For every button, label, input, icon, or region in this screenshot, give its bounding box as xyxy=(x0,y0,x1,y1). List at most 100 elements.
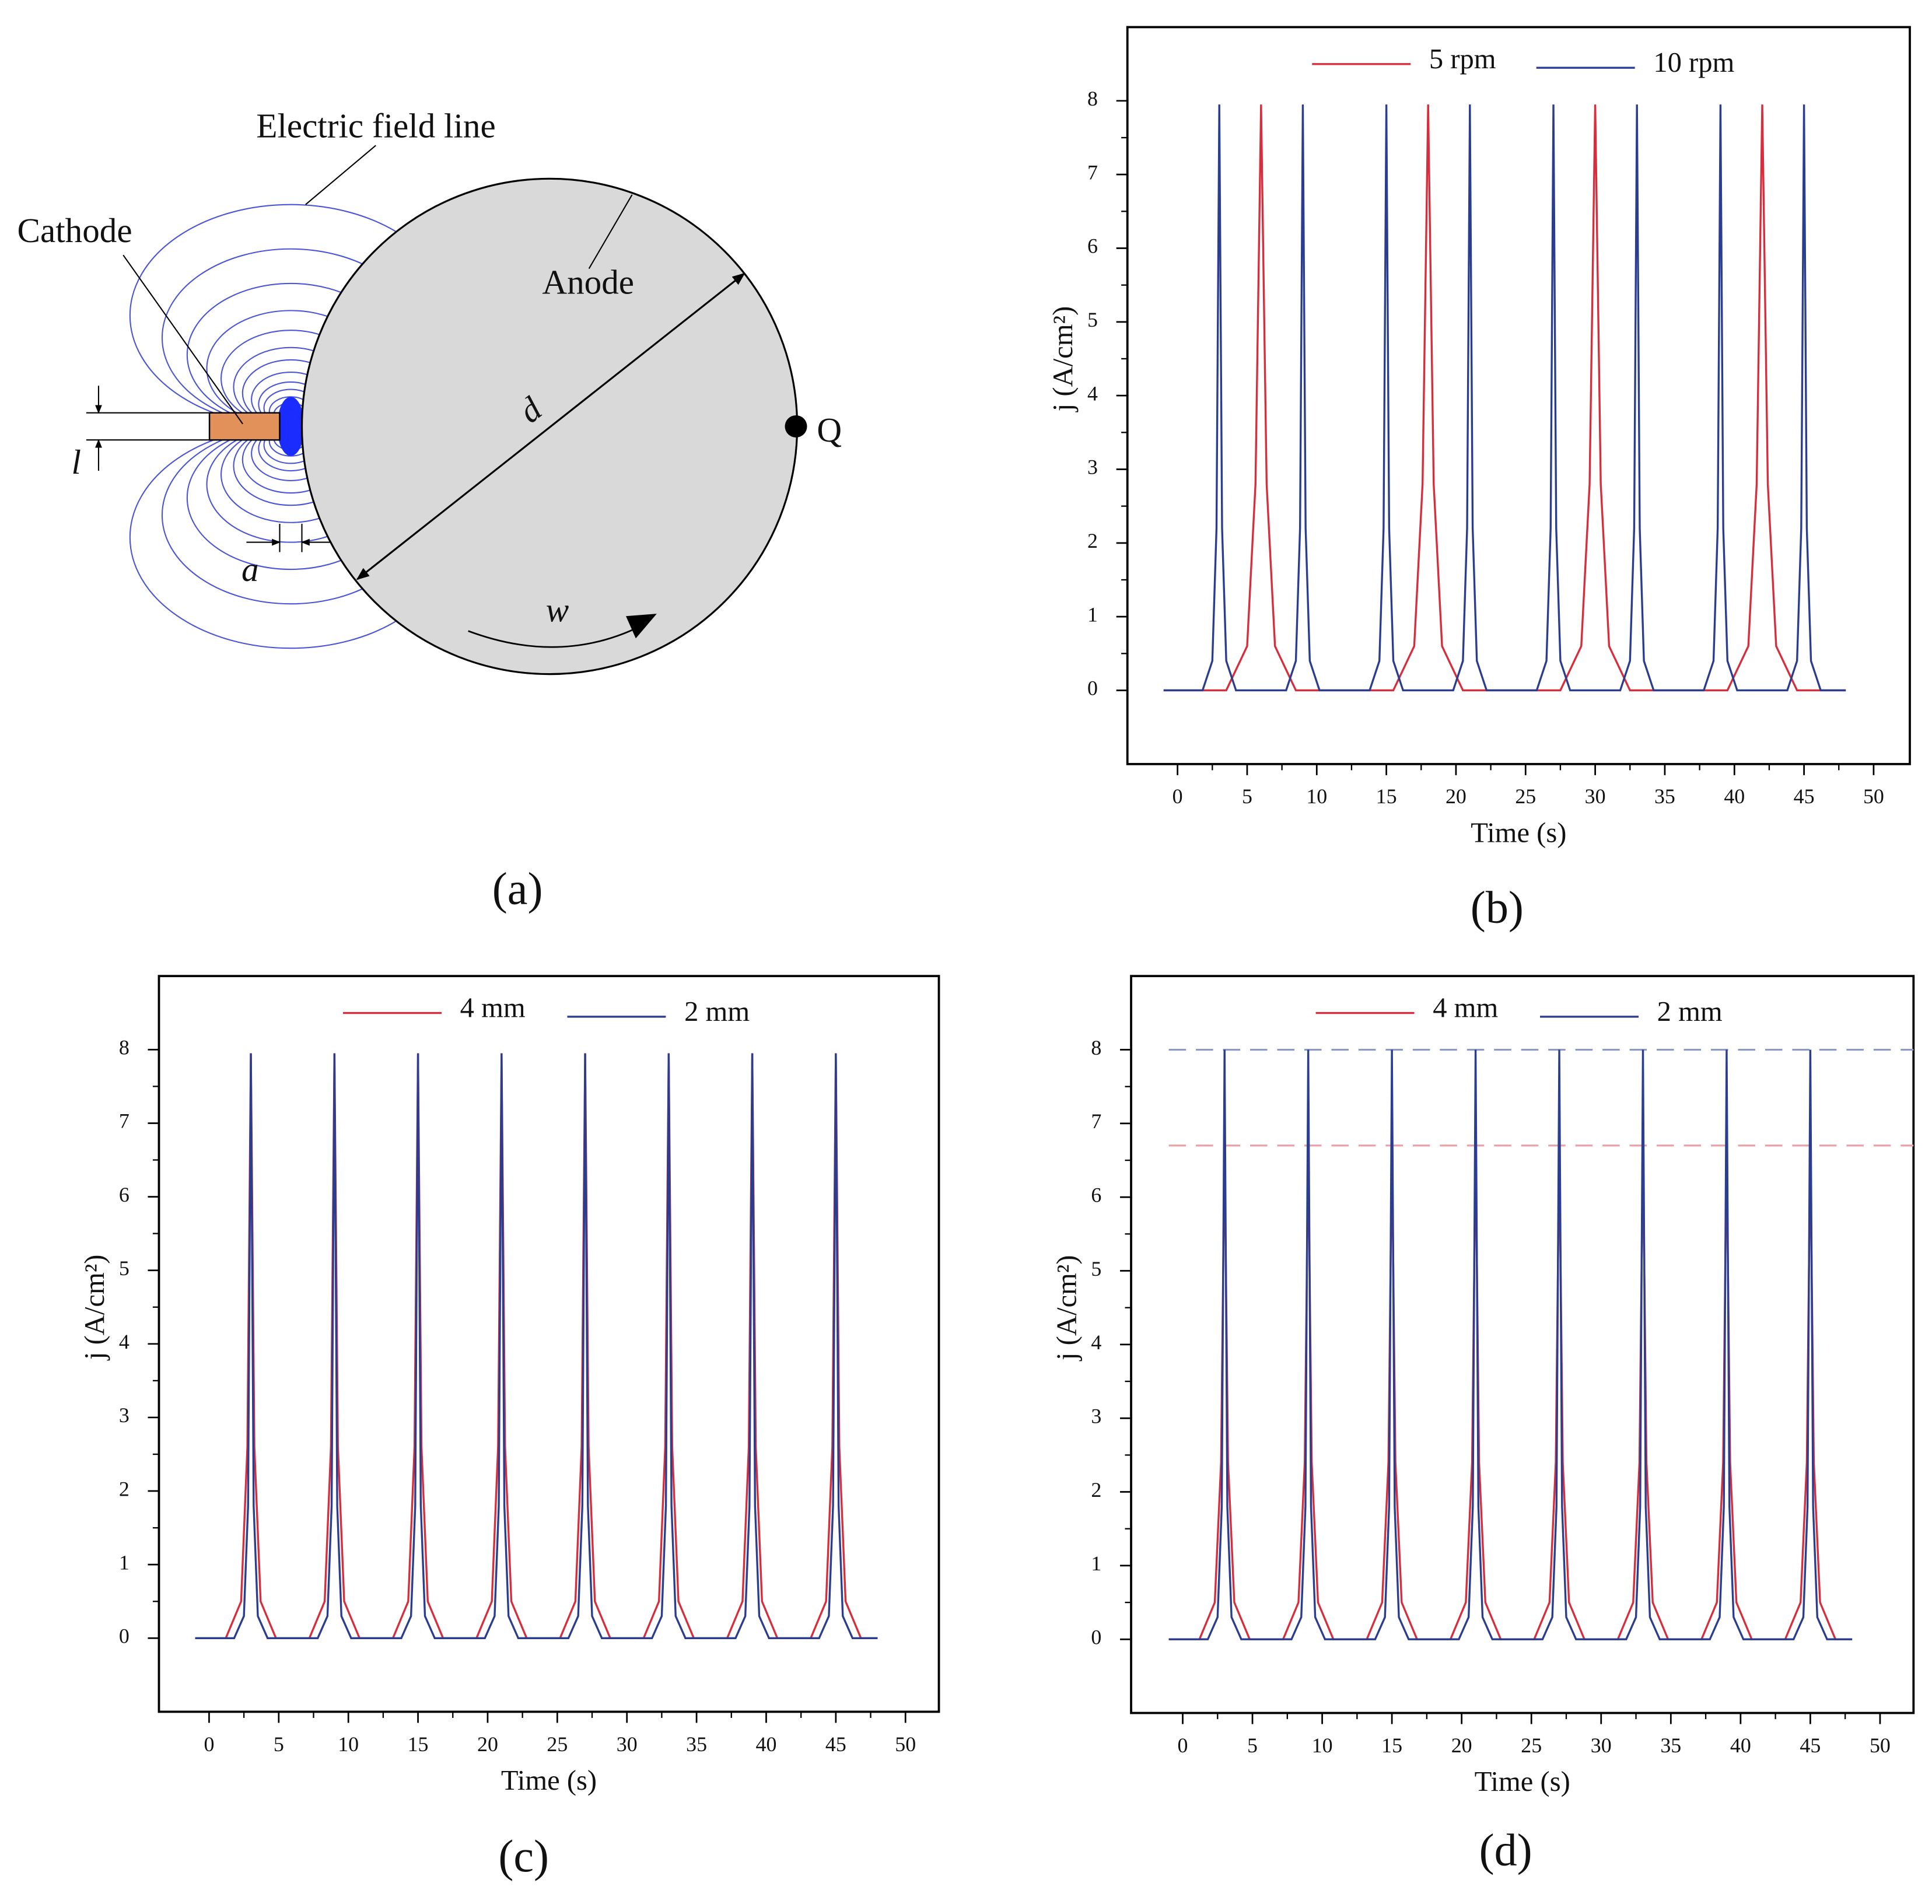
x-tick-label: 40 xyxy=(756,1732,777,1756)
legend-label: 2 mm xyxy=(684,996,750,1027)
y-tick-label: 6 xyxy=(1087,235,1098,258)
y-tick-label: 1 xyxy=(1091,1552,1101,1575)
x-tick-label: 50 xyxy=(1863,785,1884,808)
x-tick-label: 5 xyxy=(1247,1734,1258,1757)
series-line xyxy=(195,1053,878,1639)
x-axis-label: Time (s) xyxy=(501,1765,597,1796)
x-tick-label: 40 xyxy=(1730,1734,1751,1757)
label: a xyxy=(242,550,259,589)
y-tick-label: 5 xyxy=(1091,1257,1101,1280)
diameter-arrow xyxy=(356,272,746,580)
y-tick-label: 7 xyxy=(119,1110,130,1133)
x-tick-label: 25 xyxy=(1521,1734,1542,1757)
label: Anode xyxy=(542,263,634,302)
y-tick-label: 2 xyxy=(119,1477,130,1500)
y-tick-label: 5 xyxy=(119,1256,130,1280)
plot-frame xyxy=(158,975,940,1713)
y-tick-label: 5 xyxy=(1087,308,1098,331)
point-q xyxy=(785,415,807,438)
x-tick-label: 5 xyxy=(1242,785,1252,808)
y-tick-label: 3 xyxy=(1091,1404,1101,1427)
x-tick-label: 50 xyxy=(895,1732,916,1756)
x-tick-label: 0 xyxy=(204,1732,214,1756)
series-line xyxy=(1163,104,1846,692)
field-dense xyxy=(277,397,304,456)
legend-label: 5 rpm xyxy=(1429,43,1496,75)
x-axis-label: Time (s) xyxy=(1471,817,1566,849)
x-tick-label: 15 xyxy=(1376,785,1397,808)
y-tick-label: 0 xyxy=(1087,677,1098,700)
leader xyxy=(588,194,633,270)
y-tick-label: 1 xyxy=(119,1550,130,1574)
legend-label: 4 mm xyxy=(460,992,526,1024)
x-tick-label: 10 xyxy=(1306,785,1327,808)
y-tick-label: 2 xyxy=(1087,529,1098,552)
x-tick-label: 40 xyxy=(1724,785,1745,808)
plot-frame xyxy=(1130,975,1915,1714)
x-tick-label: 45 xyxy=(825,1732,846,1756)
x-tick-label: 25 xyxy=(1515,785,1536,808)
legend-label: 2 mm xyxy=(1657,996,1723,1027)
y-tick-label: 3 xyxy=(1087,456,1098,479)
leader xyxy=(123,254,243,425)
x-tick-label: 0 xyxy=(1178,1734,1188,1757)
cathode-block xyxy=(208,412,281,441)
x-tick-label: 10 xyxy=(338,1732,359,1756)
y-axis-label: j (A/cm²) xyxy=(1051,1255,1083,1362)
x-tick-label: 5 xyxy=(274,1732,284,1756)
label: Cathode xyxy=(18,211,132,250)
y-axis-label: j (A/cm²) xyxy=(1047,306,1079,413)
x-tick-label: 30 xyxy=(1585,785,1606,808)
y-tick-label: 6 xyxy=(1091,1183,1101,1206)
label: Q xyxy=(817,411,842,449)
series-line xyxy=(1168,1145,1853,1640)
rotation-arc xyxy=(468,625,641,648)
x-tick-label: 35 xyxy=(686,1732,707,1756)
x-tick-label: 15 xyxy=(1381,1734,1402,1757)
y-tick-label: 3 xyxy=(119,1404,130,1427)
y-tick-label: 2 xyxy=(1091,1478,1101,1502)
rotation-head xyxy=(626,614,657,639)
x-tick-label: 50 xyxy=(1870,1734,1891,1757)
x-tick-label: 20 xyxy=(1446,785,1466,808)
y-tick-label: 0 xyxy=(1091,1625,1101,1648)
series-line xyxy=(1168,1049,1853,1640)
x-tick-label: 35 xyxy=(1654,785,1675,808)
plot-frame xyxy=(1126,26,1911,765)
y-axis-label: j (A/cm²) xyxy=(79,1255,110,1362)
x-tick-label: 35 xyxy=(1660,1734,1681,1757)
y-tick-label: 8 xyxy=(1087,87,1098,110)
label: Electric field line xyxy=(256,106,495,145)
x-tick-label: 30 xyxy=(1591,1734,1612,1757)
y-tick-label: 4 xyxy=(1087,382,1098,405)
y-tick-label: 6 xyxy=(119,1183,130,1206)
x-tick-label: 45 xyxy=(1800,1734,1821,1757)
label: l xyxy=(72,443,81,481)
y-tick-label: 1 xyxy=(1087,603,1098,626)
y-tick-label: 7 xyxy=(1087,160,1098,184)
y-tick-label: 4 xyxy=(119,1330,130,1353)
label: w xyxy=(546,591,569,629)
y-tick-label: 7 xyxy=(1091,1110,1101,1133)
x-tick-label: 15 xyxy=(408,1732,429,1756)
x-tick-label: 20 xyxy=(1451,1734,1472,1757)
series-line xyxy=(195,1053,878,1639)
caption: (d) xyxy=(1479,1824,1532,1875)
y-tick-label: 8 xyxy=(119,1036,130,1059)
legend-label: 10 rpm xyxy=(1653,47,1734,78)
leader xyxy=(305,145,376,205)
x-tick-label: 10 xyxy=(1312,1734,1333,1757)
y-tick-label: 4 xyxy=(1091,1331,1101,1354)
y-tick-label: 8 xyxy=(1091,1036,1101,1059)
x-tick-label: 45 xyxy=(1794,785,1815,808)
x-tick-label: 20 xyxy=(477,1732,498,1756)
legend-label: 4 mm xyxy=(1433,992,1498,1024)
series-line xyxy=(1163,104,1846,692)
y-tick-label: 0 xyxy=(119,1625,130,1648)
diagram: Electric field line Cathode Anode d Q l … xyxy=(18,106,842,914)
caption: (c) xyxy=(498,1831,549,1881)
caption: (a) xyxy=(492,863,543,914)
x-axis-label: Time (s) xyxy=(1475,1766,1570,1797)
caption: (b) xyxy=(1471,881,1524,932)
